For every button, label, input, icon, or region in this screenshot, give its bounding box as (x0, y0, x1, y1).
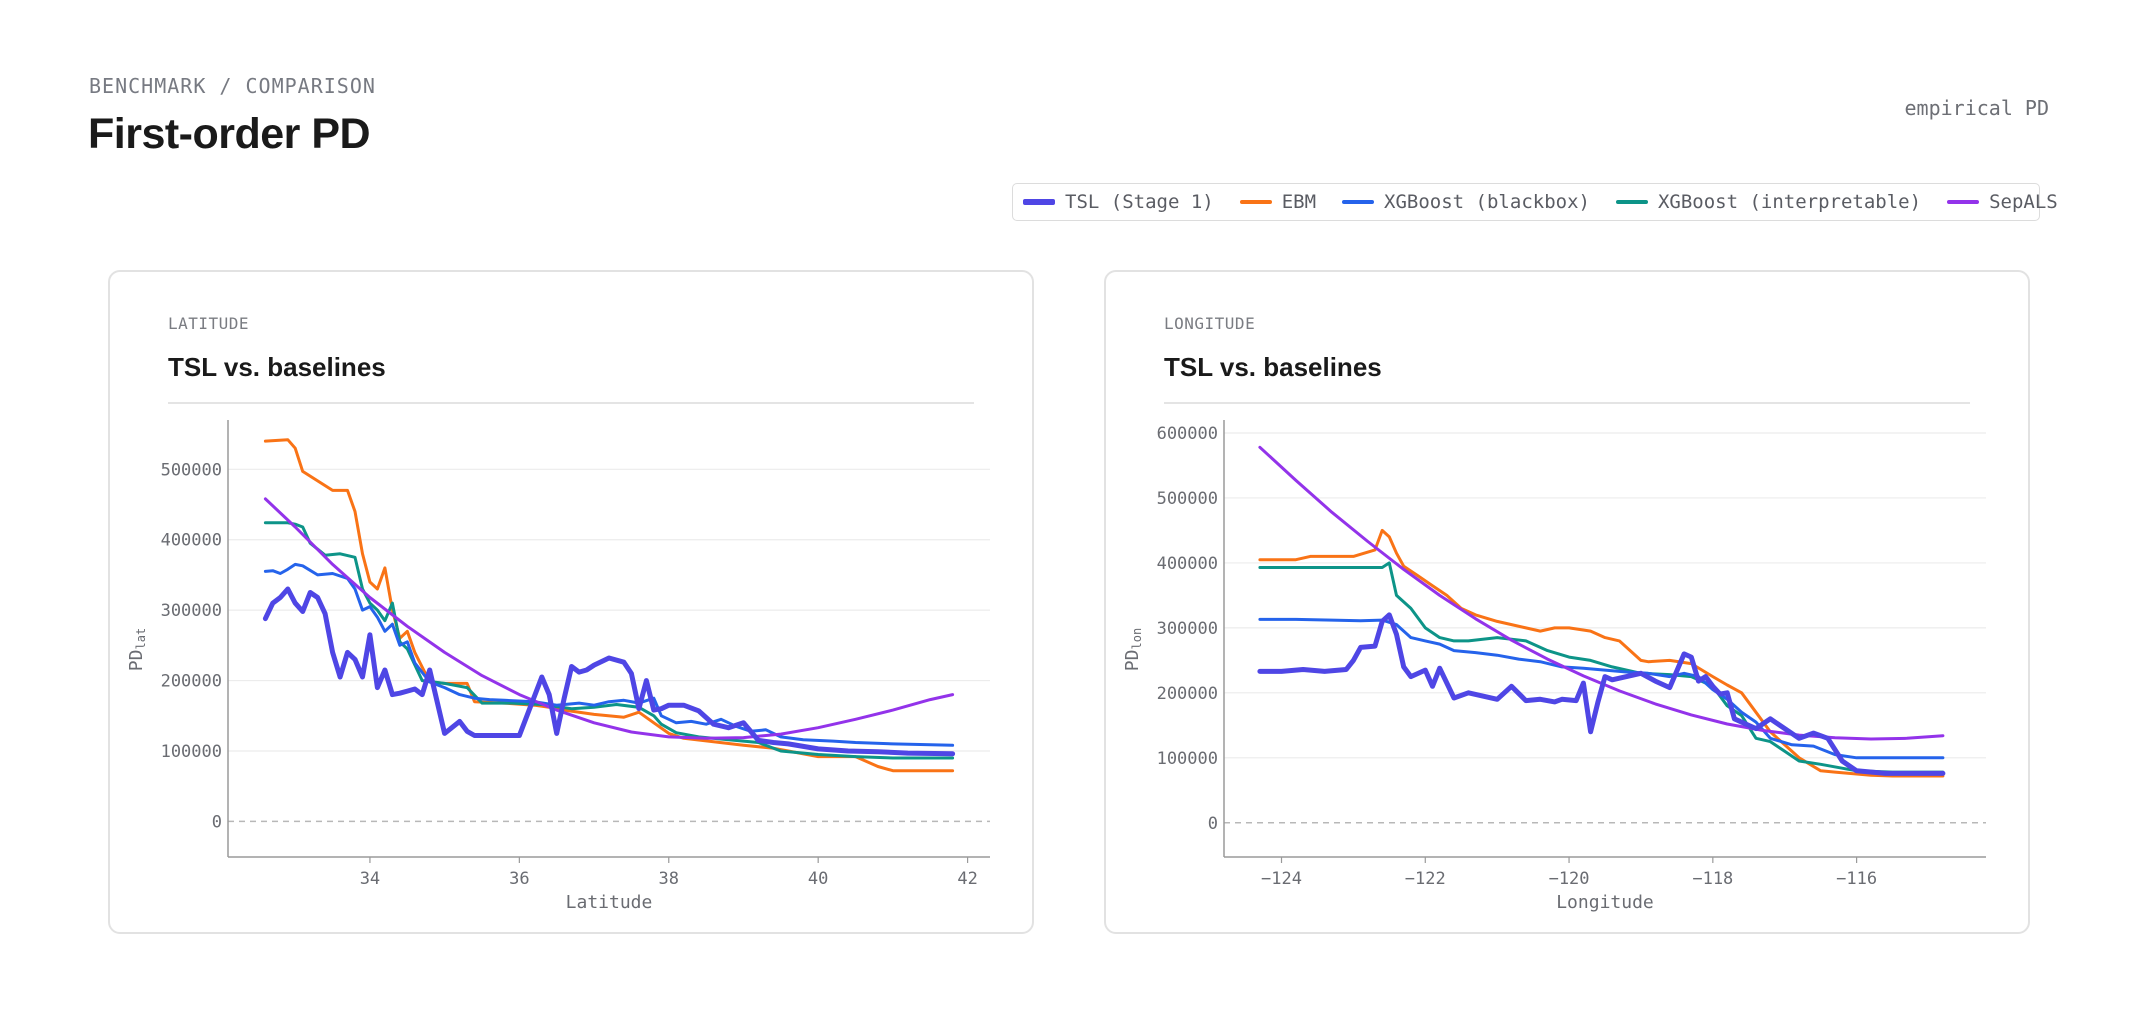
series-line-xgboost-interpretable (263, 521, 955, 760)
x-tick-label: −122 (1405, 869, 1446, 889)
line-swatch-icon (1239, 200, 1272, 204)
line-swatch-icon (1023, 199, 1055, 205)
line-swatch-icon (1342, 200, 1375, 204)
y-tick-label: 300000 (161, 601, 222, 621)
legend: TSL (Stage 1) EBM XGBoost (blackbox) XGB… (1012, 183, 2058, 221)
breadcrumb: BENCHMARK / COMPARISON (89, 74, 376, 98)
legend-label: TSL (Stage 1) (1065, 191, 1214, 213)
y-tick-label: 0 (1208, 814, 1218, 834)
y-tick-label: 600000 (1157, 424, 1218, 444)
latitude-chart: 0 100000 200000 300000 400000 500000 34 36 38 40 4… (126, 420, 990, 913)
legend-item-ebm[interactable]: EBM (1239, 191, 1317, 213)
series-line-ebm (1258, 528, 1945, 778)
y-tick-label: 400000 (1157, 554, 1218, 574)
x-tick-label: −120 (1549, 869, 1590, 889)
x-tick-label: 34 (360, 869, 380, 889)
x-tick-label: 36 (509, 869, 529, 889)
series-line-tsl-stage-1 (262, 586, 956, 757)
panel-divider (1164, 402, 1970, 404)
y-tick-label: 0 (212, 812, 222, 832)
legend-item-xgb-blackbox[interactable]: XGBoost (blackbox) (1342, 191, 1590, 213)
meta-label: empirical PD (1904, 96, 2050, 120)
y-tick-label: 200000 (1157, 684, 1218, 704)
series-line-tsl-stage-1 (1257, 612, 1946, 776)
chart-panel-latitude: LATITUDE TSL vs. baselines 0 100000 200000… (108, 270, 1034, 934)
page-title: First-order PD (88, 110, 371, 158)
y-tick-label: 300000 (1157, 619, 1218, 639)
x-tick-label: −116 (1836, 869, 1877, 889)
y-tick-label: 100000 (161, 742, 222, 762)
y-tick-label: 500000 (1157, 489, 1218, 509)
x-tick-label: −124 (1261, 869, 1302, 889)
panel-kicker: LONGITUDE (1164, 314, 1256, 333)
y-tick-label: 500000 (161, 460, 222, 480)
panel-title: TSL vs. baselines (1164, 352, 1382, 382)
legend-label: EBM (1281, 191, 1317, 213)
series-line-sepals (263, 497, 955, 740)
panel-title: TSL vs. baselines (168, 352, 386, 382)
y-tick-label: 100000 (1157, 749, 1218, 769)
y-axis-label: PDlat (126, 628, 148, 671)
y-tick-label: 200000 (161, 672, 222, 692)
chart-panel-longitude: LONGITUDE TSL vs. baselines 0 100000 20000… (1104, 270, 2030, 934)
longitude-chart: 0 100000 200000 300000 400000 500000 600000 −12… (1122, 420, 1986, 913)
legend-item-sepals[interactable]: SepALS (1947, 191, 2058, 213)
legend-label: SepALS (1989, 191, 2058, 213)
y-tick-label: 400000 (161, 531, 222, 551)
line-swatch-icon (1615, 200, 1648, 204)
y-axis-label: PDlon (1122, 628, 1144, 671)
panel-divider (168, 402, 974, 404)
legend-label: XGBoost (blackbox) (1384, 191, 1590, 213)
panel-kicker: LATITUDE (168, 314, 250, 333)
series-line-xgboost-interpretable (1258, 561, 1945, 774)
x-axis-label: Latitude (566, 892, 653, 913)
series-line-xgboost-blackbox (1258, 617, 1945, 760)
legend-item-tsl[interactable]: TSL (Stage 1) (1023, 191, 1214, 213)
x-tick-label: 42 (957, 869, 977, 889)
series-line-xgboost-blackbox (263, 562, 955, 747)
legend-item-xgb-interpretable[interactable]: XGBoost (interpretable) (1615, 191, 1922, 213)
x-tick-label: −118 (1692, 869, 1733, 889)
line-swatch-icon (1947, 200, 1980, 204)
legend-label: XGBoost (interpretable) (1657, 191, 1922, 213)
x-tick-label: 38 (659, 869, 679, 889)
x-tick-label: 40 (808, 869, 828, 889)
x-axis-label: Longitude (1556, 892, 1654, 913)
